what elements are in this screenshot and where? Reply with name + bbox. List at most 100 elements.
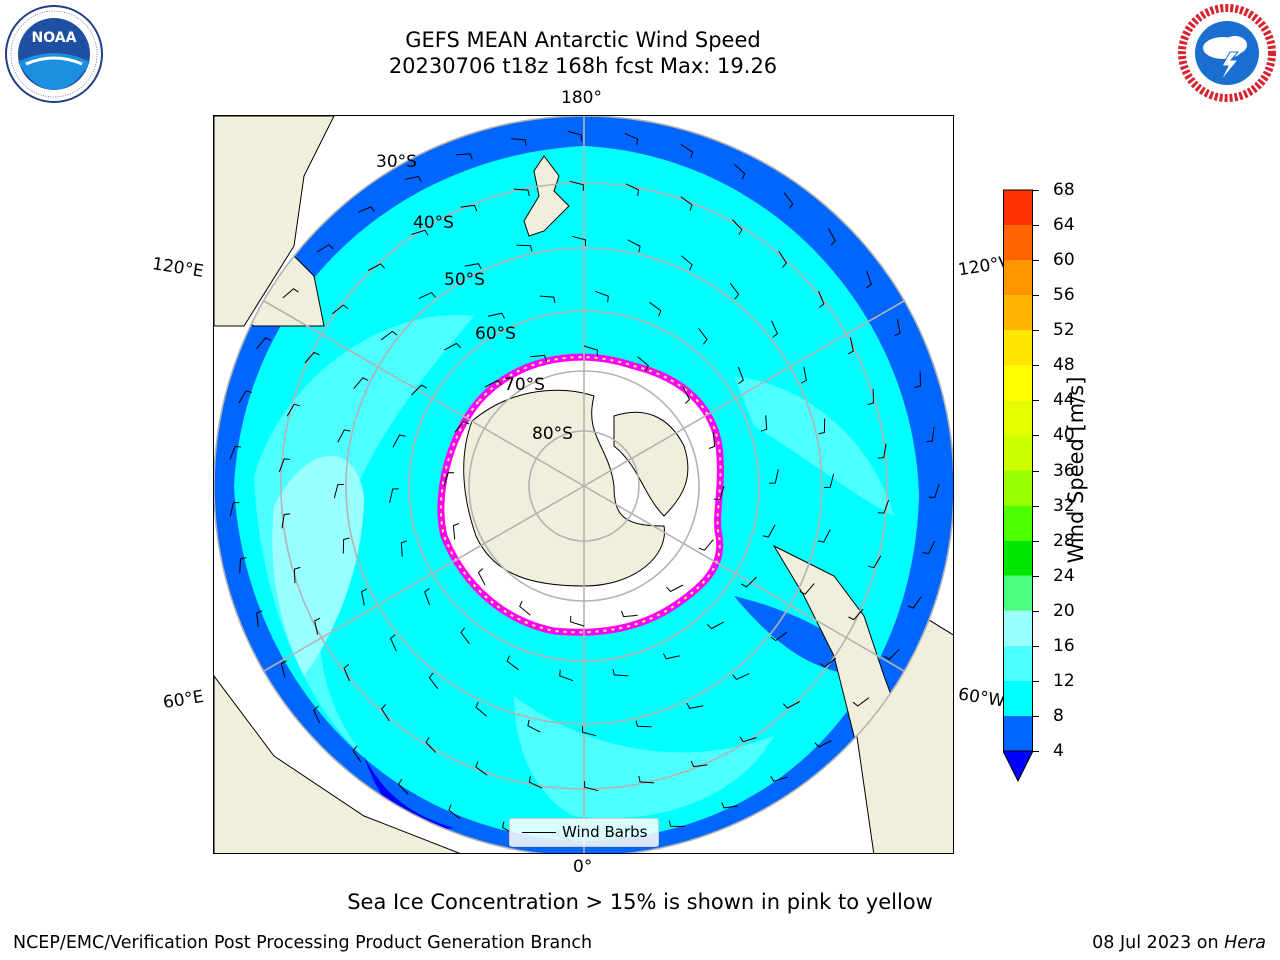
colorbar-segment: [1003, 260, 1033, 296]
wind-barb: [739, 736, 757, 743]
wind-barbs: [229, 130, 940, 842]
wind-barb: [770, 776, 788, 782]
wind-barb: [475, 761, 488, 776]
wind-barb: [737, 366, 744, 385]
wind-barb: [353, 377, 369, 389]
wind-barb: [625, 183, 640, 196]
colorbar-segment: [1003, 540, 1033, 576]
wind-barb: [883, 648, 900, 660]
wind-barb: [361, 588, 368, 606]
legend-swatch: [522, 832, 556, 833]
map-canvas: [214, 116, 953, 853]
colorbar-frame: [1003, 189, 1033, 752]
colorbar-under-extension: [1002, 750, 1034, 783]
colorbar-tick-label: 36: [1053, 460, 1075, 481]
wind-barb: [682, 386, 691, 404]
colorbar-segment: [1003, 680, 1033, 716]
colorbar-label: Wind Speed [m/s]: [1064, 376, 1088, 564]
wind-barb: [519, 600, 531, 616]
wind-barb: [818, 290, 825, 308]
wind-barb: [680, 144, 694, 158]
wind-barb: [487, 312, 506, 319]
wind-barb: [922, 540, 936, 555]
colorbar-tick: [1033, 715, 1039, 717]
wind-barb: [282, 288, 299, 299]
wind-barb: [256, 610, 263, 628]
wind-barb: [778, 250, 788, 268]
wind-barb: [342, 537, 350, 554]
colorbar-tick-label: 12: [1053, 670, 1075, 691]
wind-barb: [313, 705, 321, 724]
wind-barb: [539, 295, 556, 304]
wind-barb: [698, 328, 708, 345]
sea-ice-note: Sea Ice Concentration > 15% is shown in …: [347, 890, 933, 914]
wind-barb: [238, 390, 252, 404]
wind-barb: [286, 403, 301, 417]
wind-barb: [760, 415, 768, 432]
colorbar-tick: [1033, 680, 1039, 682]
wind-barb: [443, 342, 461, 351]
wind-barb: [666, 584, 684, 593]
wind-barb: [352, 745, 362, 763]
wind-barb: [877, 443, 887, 459]
wind-barb: [278, 458, 291, 473]
wind-barb: [380, 704, 390, 722]
wind-barb: [713, 485, 725, 500]
wind-barb: [452, 523, 460, 540]
wind-barb: [448, 804, 461, 819]
wind-barb: [708, 432, 716, 449]
wind-barb: [367, 263, 386, 271]
wind-barb: [411, 229, 429, 236]
lon-label-120e: 120°E: [150, 254, 205, 282]
wind-barb: [848, 608, 864, 621]
wind-barb: [404, 175, 422, 182]
wind-barb: [799, 583, 815, 595]
chart-subtitle: 20230706 t18z 168h fcst Max: 19.26: [388, 54, 778, 78]
colorbar-segment: [1003, 645, 1033, 681]
colorbar-tick-label: 64: [1053, 215, 1075, 236]
wind-barb: [229, 445, 242, 460]
wind-barb: [343, 664, 350, 682]
wind-barb: [239, 557, 247, 573]
wind-barb: [769, 469, 779, 484]
colorbar-tick: [1033, 575, 1039, 577]
wind-barb: [668, 820, 685, 827]
wind-barb: [425, 737, 437, 753]
colorbar-tick-label: 4: [1053, 741, 1064, 761]
colorbar-tick-label: 8: [1053, 705, 1064, 726]
lat-label-40s: 40°S: [413, 213, 454, 233]
colorbar-segment: [1003, 610, 1033, 646]
wind-barb: [443, 472, 455, 487]
wind-barb: [424, 587, 431, 606]
colorbar-segment: [1003, 575, 1033, 611]
wind-barb: [707, 621, 725, 630]
colorbar-tick-label: 68: [1053, 180, 1075, 200]
colorbar-tick-label: 56: [1053, 285, 1075, 306]
wind-barb: [530, 354, 547, 362]
colorbar-tick: [1033, 330, 1039, 332]
colorbar-tick: [1033, 751, 1039, 752]
wind-barb: [397, 778, 409, 795]
wind-barb: [817, 529, 831, 543]
polar-map[interactable]: Wind Barbs: [213, 115, 954, 854]
wind-barb: [662, 653, 681, 660]
wind-barb: [316, 244, 334, 253]
noaa-logo-icon: NOAA: [4, 4, 104, 104]
wind-barb: [877, 499, 890, 514]
wind-barb: [464, 263, 482, 270]
map-legend: Wind Barbs: [509, 818, 659, 847]
svg-text:NOAA: NOAA: [32, 30, 77, 46]
colorbar-tick-label: 24: [1053, 565, 1075, 586]
colorbar-tick: [1033, 435, 1039, 437]
wind-barb: [818, 418, 826, 435]
wind-barb: [894, 319, 901, 337]
wind-barb: [411, 384, 427, 396]
colorbar-tick: [1033, 645, 1039, 647]
wind-barb: [280, 660, 287, 678]
lat-label-60s: 60°S: [475, 324, 516, 344]
colorbar-segment: [1003, 190, 1033, 226]
wind-barb: [333, 484, 344, 499]
wind-barb: [867, 388, 875, 406]
wind-barb: [584, 781, 599, 792]
wind-barb: [380, 330, 398, 341]
